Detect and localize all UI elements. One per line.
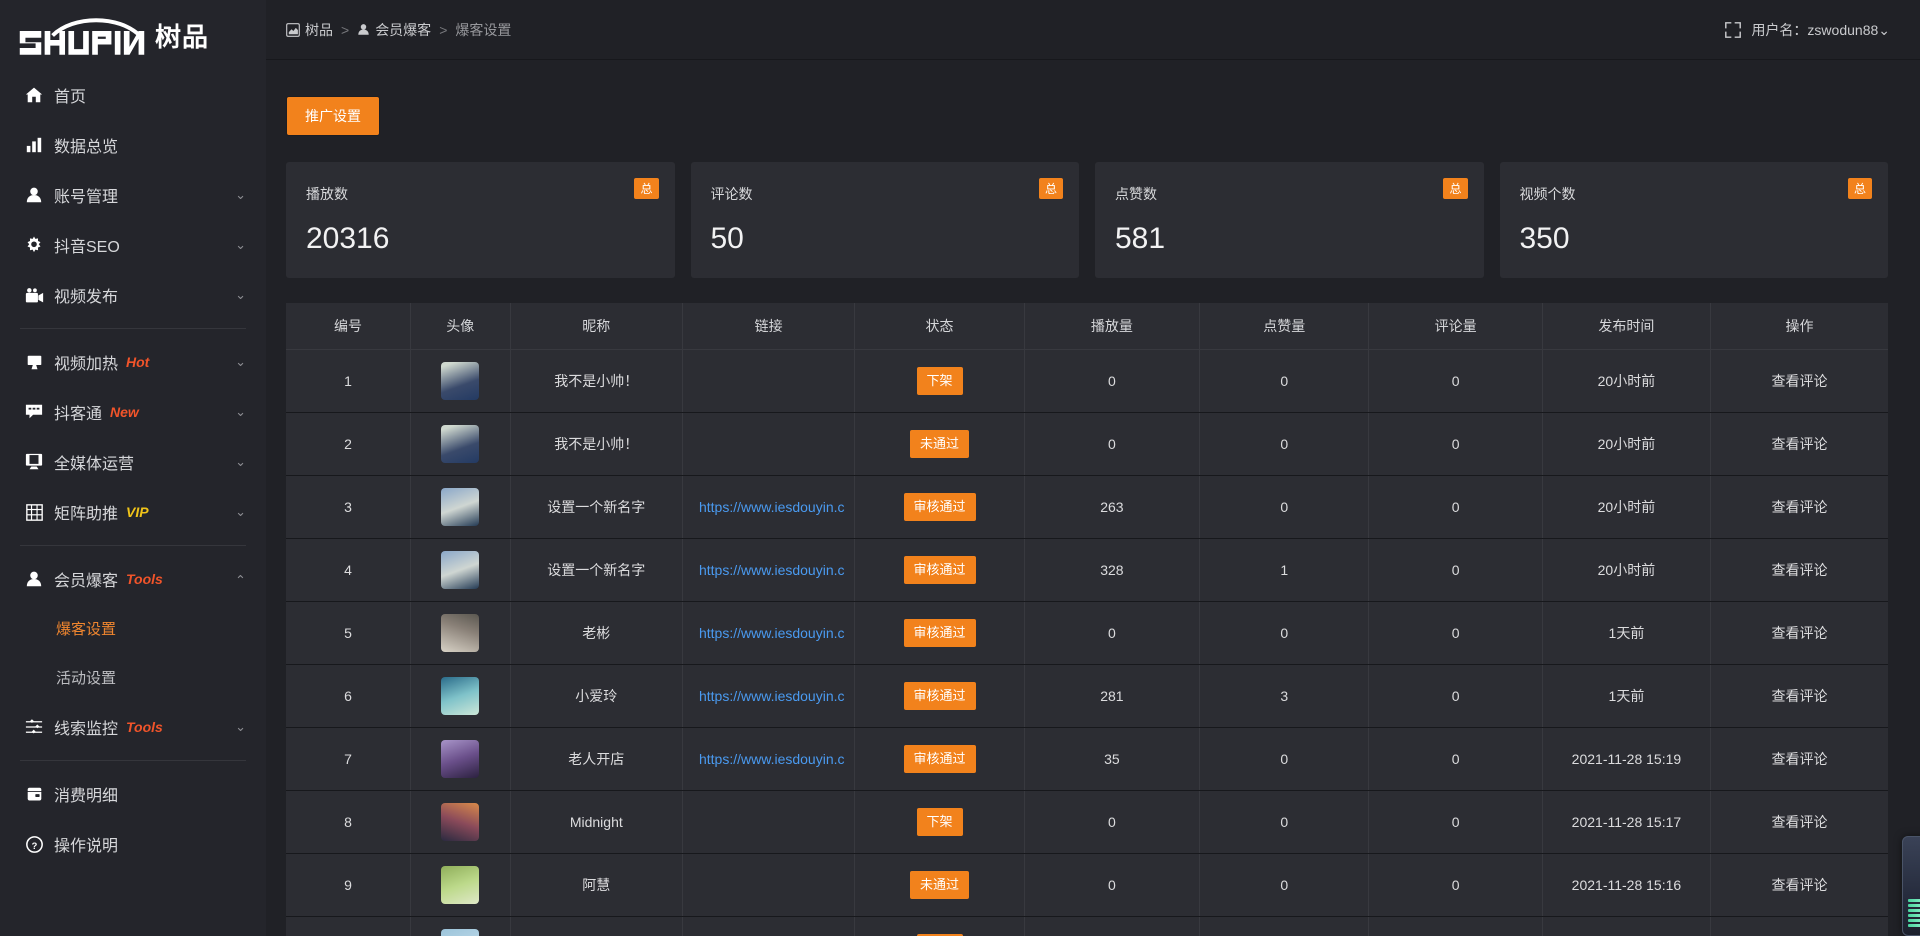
svg-text:?: ? [31, 840, 37, 850]
